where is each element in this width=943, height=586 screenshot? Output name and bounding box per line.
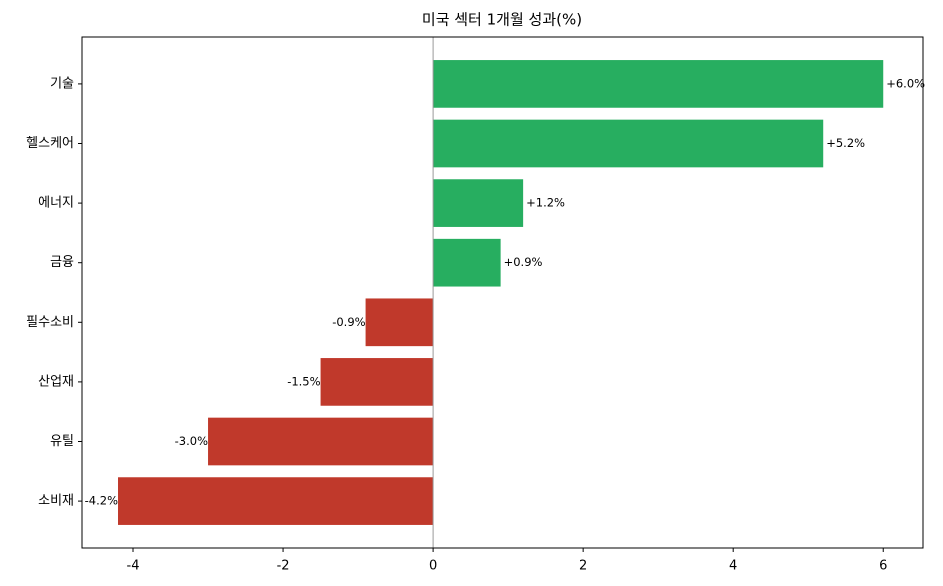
value-label: -1.5% <box>287 374 320 388</box>
y-tick-label: 헬스케어 <box>26 136 74 151</box>
x-tick-label: 0 <box>429 559 437 574</box>
value-label: +1.2% <box>526 196 565 210</box>
bar <box>433 179 524 227</box>
bar <box>208 417 434 466</box>
value-label: +5.2% <box>826 136 865 150</box>
bar <box>433 60 884 108</box>
value-label: -3.0% <box>175 434 208 448</box>
y-tick-label: 금융 <box>50 255 74 270</box>
bar <box>433 119 824 168</box>
bar <box>320 358 434 406</box>
x-tick-label: -2 <box>277 559 290 574</box>
y-tick-label: 유틸 <box>50 434 74 449</box>
chart-title: 미국 섹터 1개월 성과(%) <box>422 11 582 29</box>
bar <box>118 477 434 525</box>
x-tick-label: 4 <box>729 559 737 574</box>
y-tick-label: 필수소비 <box>26 315 74 330</box>
x-tick-label: 6 <box>879 559 887 574</box>
y-tick-label: 에너지 <box>38 196 74 211</box>
plot-frame <box>81 36 924 549</box>
value-label: +6.0% <box>886 76 925 90</box>
bar <box>433 238 501 287</box>
value-label: -0.9% <box>332 315 365 329</box>
value-label: -4.2% <box>85 494 118 508</box>
y-tick-label: 산업재 <box>38 374 74 389</box>
y-tick-label: 기술 <box>50 76 74 91</box>
bar <box>365 298 434 347</box>
value-label: +0.9% <box>504 255 543 269</box>
x-tick-label: -4 <box>127 559 140 574</box>
x-tick-label: 2 <box>579 559 587 574</box>
y-tick-label: 소비재 <box>38 494 74 509</box>
